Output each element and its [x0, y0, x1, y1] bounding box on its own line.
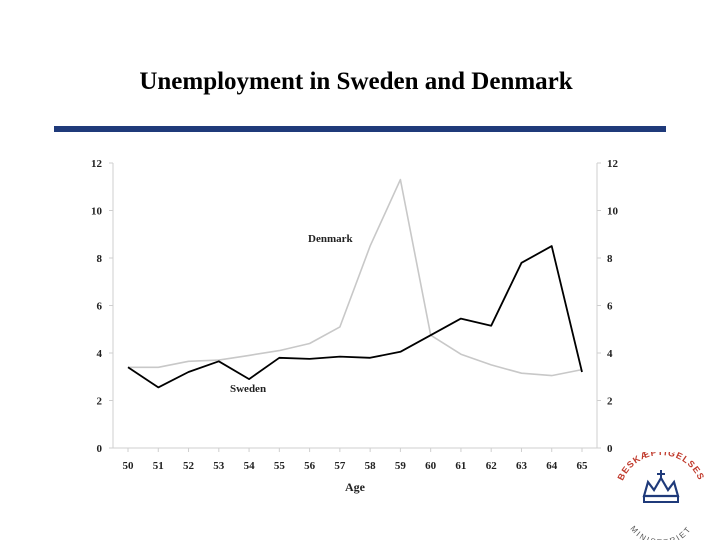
- x-tick-label: 55: [274, 460, 286, 472]
- x-tick-label: 57: [334, 460, 346, 472]
- series-line-denmark: [128, 178, 583, 377]
- x-tick-label: 59: [395, 460, 407, 472]
- y-tick-label-left: 10: [91, 206, 103, 218]
- x-axis-title: Age: [345, 480, 366, 494]
- y-tick-label-right: 6: [607, 301, 613, 313]
- x-tick-label: 53: [213, 460, 225, 472]
- y-tick-label-right: 4: [607, 348, 613, 360]
- x-tick-label: 63: [516, 460, 528, 472]
- x-tick-label: 51: [153, 460, 164, 472]
- slide-title: Unemployment in Sweden and Denmark: [139, 68, 573, 95]
- ministry-logo: BESKÆFTIGELSES MINISTERIET: [615, 452, 705, 540]
- x-tick-label: 62: [486, 460, 498, 472]
- series-label-sweden: Sweden: [230, 383, 266, 395]
- y-tick-label-left: 6: [97, 301, 103, 313]
- y-tick-label-right: 8: [607, 253, 613, 265]
- y-tick-label-left: 0: [97, 443, 103, 455]
- x-tick-label: 60: [425, 460, 437, 472]
- x-tick-label: 65: [577, 460, 589, 472]
- y-tick-label-left: 8: [97, 253, 103, 265]
- y-tick-label-right: 12: [607, 158, 619, 170]
- y-tick-label-left: 12: [91, 158, 103, 170]
- svg-text:MINISTERIET: MINISTERIET: [628, 524, 693, 540]
- x-tick-label: 52: [183, 460, 195, 472]
- x-tick-label: 58: [365, 460, 377, 472]
- title-divider: [54, 126, 666, 132]
- x-tick-label: 50: [123, 460, 135, 472]
- series-line-sweden: [127, 245, 583, 389]
- series-label-denmark: Denmark: [308, 233, 353, 245]
- logo-text-bottom: MINISTERIET: [628, 524, 691, 540]
- x-tick-label: 54: [244, 460, 256, 472]
- x-tick-label: 61: [455, 460, 466, 472]
- x-tick-label: 56: [304, 460, 316, 472]
- crown-icon: [642, 470, 680, 503]
- x-tick-label: 64: [546, 460, 558, 472]
- y-tick-label-left: 4: [97, 348, 103, 360]
- y-tick-label-left: 2: [97, 396, 103, 408]
- y-tick-label-right: 10: [607, 206, 619, 218]
- y-tick-label-right: 0: [607, 443, 613, 455]
- y-tick-label-right: 2: [607, 396, 613, 408]
